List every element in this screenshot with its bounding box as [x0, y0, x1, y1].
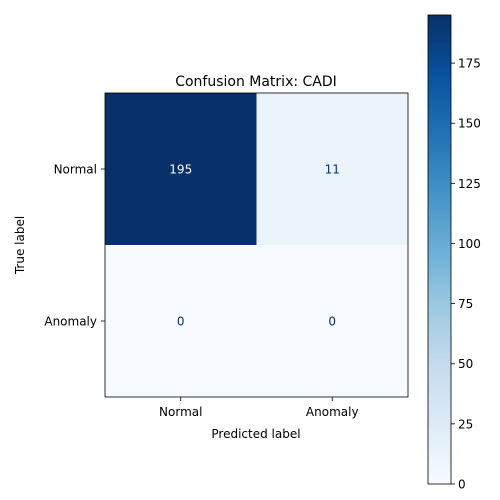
cell-value-label: 0 [177, 315, 185, 329]
colorbar-tick-label: 150 [458, 117, 481, 131]
colorbar-tick-label: 0 [458, 478, 466, 492]
matrix-cell [105, 245, 257, 398]
matrix-cell [105, 93, 257, 246]
cell-value-label: 0 [328, 315, 336, 329]
colorbar-frame [427, 14, 452, 485]
x-tick-label: Normal [159, 405, 202, 419]
colorbar-ticks: 0 25 50 75 100 125 150 175 [451, 57, 481, 492]
x-tick-label: Anomaly [306, 405, 359, 419]
matrix-cell-labels: 195 11 0 0 [169, 163, 340, 329]
y-tick-label: Anomaly [44, 315, 97, 329]
colorbar [428, 15, 451, 484]
colorbar-tick-label: 100 [458, 237, 481, 251]
x-axis-ticks: Normal Anomaly [159, 397, 359, 419]
y-tick-label: Normal [54, 163, 97, 177]
y-axis-ticks: Normal Anomaly [44, 163, 105, 329]
x-axis-label: Predicted label [211, 427, 300, 441]
cell-value-label: 195 [169, 163, 192, 177]
colorbar-tick-label: 25 [458, 417, 473, 431]
cell-value-label: 11 [325, 163, 340, 177]
colorbar-tick-label: 125 [458, 177, 481, 191]
colorbar-tick-label: 75 [458, 297, 473, 311]
matrix-cell [256, 245, 409, 398]
plot-frame [104, 92, 409, 398]
colorbar-tick-label: 175 [458, 57, 481, 71]
chart-title: Confusion Matrix: CADI [175, 74, 337, 90]
colorbar-tick-label: 50 [458, 357, 473, 371]
y-axis-label: True label [13, 216, 27, 275]
matrix-cell [256, 93, 409, 246]
matrix-cells [105, 93, 409, 398]
